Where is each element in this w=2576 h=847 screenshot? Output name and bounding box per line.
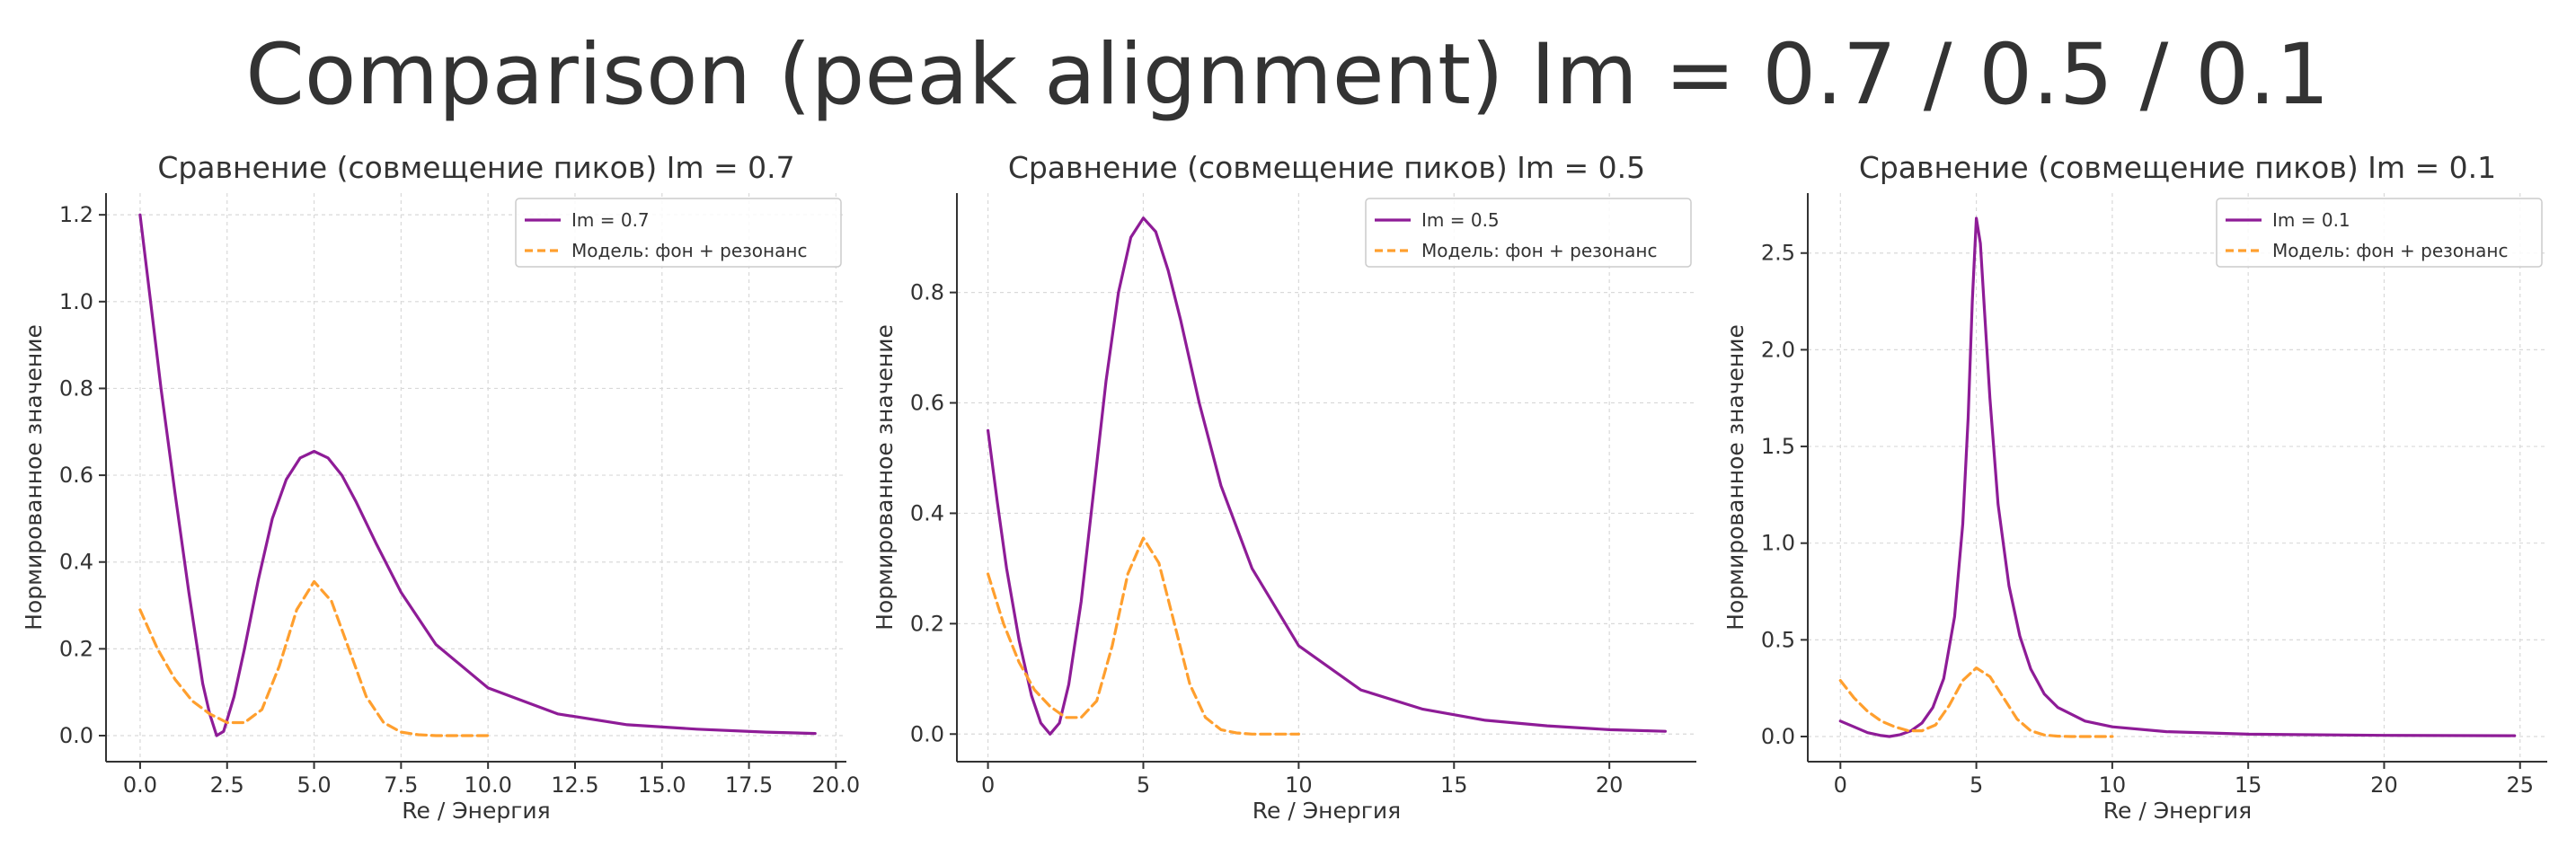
x-tick-label: 20	[1596, 772, 1624, 798]
y-tick-label: 0.8	[910, 280, 944, 305]
x-tick-label: 17.5	[725, 772, 773, 798]
x-tick-label: 5.0	[297, 772, 331, 798]
y-tick-label: 0.0	[910, 721, 944, 746]
legend-frame	[1365, 198, 1692, 268]
x-tick-label: 15.0	[638, 772, 686, 798]
series-model-line	[1838, 666, 2114, 738]
x-tick-label: 2.5	[210, 772, 244, 798]
x-tick-label: 0.0	[123, 772, 157, 798]
legend-entry: Модель: фон + резонанс	[1421, 240, 1657, 261]
x-tick-label: 10	[2099, 772, 2127, 798]
y-tick-label: 1.2	[59, 202, 93, 227]
x-tick-label: 7.5	[384, 772, 418, 798]
figure-title: Comparison (peak alignment) Im = 0.7 / 0…	[245, 26, 2329, 124]
x-tick-label: 15	[1440, 772, 1468, 798]
y-tick-label: 0.2	[59, 636, 93, 661]
x-tick-label: 20.0	[812, 772, 860, 798]
series-model-line	[986, 536, 1301, 736]
legend-entry: Im = 0.5	[1421, 209, 1500, 231]
x-tick-label: 0	[981, 772, 995, 798]
x-tick-label: 10	[1285, 772, 1313, 798]
y-axis-label: Нормированное значение	[21, 324, 47, 631]
y-tick-label: 1.0	[59, 289, 93, 314]
y-tick-label: 0.4	[910, 500, 944, 525]
x-tick-label: 15	[2235, 772, 2262, 798]
legend: Im = 0.5 Модель: фон + резонанс	[1365, 198, 1692, 268]
y-axis-label: Нормированное значение	[1722, 324, 1748, 631]
subplot-title: Сравнение (совмещение пиков) Im = 0.5	[1008, 150, 1645, 185]
x-tick-label: 25	[2506, 772, 2534, 798]
series-measured-line	[1838, 216, 2517, 738]
x-tick-label: 5	[1137, 772, 1150, 798]
y-tick-label: 0.5	[1761, 627, 1795, 652]
legend-entry: Модель: фон + резонанс	[571, 240, 807, 261]
y-tick-label: 0.2	[910, 611, 944, 636]
y-tick-label: 2.5	[1761, 241, 1795, 266]
x-axis-label: Re / Энергия	[1253, 798, 1401, 824]
legend-frame	[2216, 198, 2543, 268]
subplots: 0.0 2.5 5.0 7.5 10.0 12.5 15.0 17.5 20.0 0.0 0.2 0.…	[21, 150, 2547, 824]
subplot-title: Сравнение (совмещение пиков) Im = 0.1	[1859, 150, 2496, 185]
legend-entry: Im = 0.7	[571, 209, 650, 231]
x-tick-label: 20	[2370, 772, 2398, 798]
subplot-1: 0.0 2.5 5.0 7.5 10.0 12.5 15.0 17.5 20.0 0.0 0.2 0.…	[21, 150, 860, 824]
legend: Im = 0.1 Модель: фон + резонанс	[2216, 198, 2543, 268]
subplot-2: 0 5 10 15 20 0.0 0.2 0.4 0.6 0.8 Сравнение (совмещ…	[872, 150, 1696, 824]
legend-frame	[515, 198, 842, 268]
series-measured-line	[138, 213, 817, 737]
x-tick-label: 10.0	[464, 772, 511, 798]
y-axis-label: Нормированное значение	[872, 324, 898, 631]
legend-entry: Im = 0.1	[2272, 209, 2350, 231]
series-measured-line	[986, 216, 1668, 736]
y-tick-label: 1.0	[1761, 531, 1795, 556]
y-tick-label: 2.0	[1761, 337, 1795, 362]
y-tick-label: 0.4	[59, 550, 93, 575]
x-tick-label: 0	[1834, 772, 1847, 798]
y-tick-label: 0.0	[59, 723, 93, 748]
legend: Im = 0.7 Модель: фон + резонанс	[515, 198, 842, 268]
y-tick-label: 0.6	[59, 463, 93, 488]
series-model-line	[138, 579, 490, 737]
x-axis-label: Re / Энергия	[402, 798, 550, 824]
x-tick-label: 5	[1970, 772, 1983, 798]
x-tick-label: 12.5	[551, 772, 598, 798]
y-tick-label: 0.6	[910, 391, 944, 416]
subplot-title: Сравнение (совмещение пиков) Im = 0.7	[157, 150, 794, 185]
y-tick-label: 0.8	[59, 375, 93, 401]
legend-entry: Модель: фон + резонанс	[2272, 240, 2508, 261]
subplot-3: 0 5 10 15 20 25 0.0 0.5 1.0 1.5 2.0 2.5 Сравнение (с…	[1722, 150, 2547, 824]
x-axis-label: Re / Энергия	[2103, 798, 2252, 824]
y-tick-label: 1.5	[1761, 434, 1795, 459]
y-tick-label: 0.0	[1761, 724, 1795, 749]
